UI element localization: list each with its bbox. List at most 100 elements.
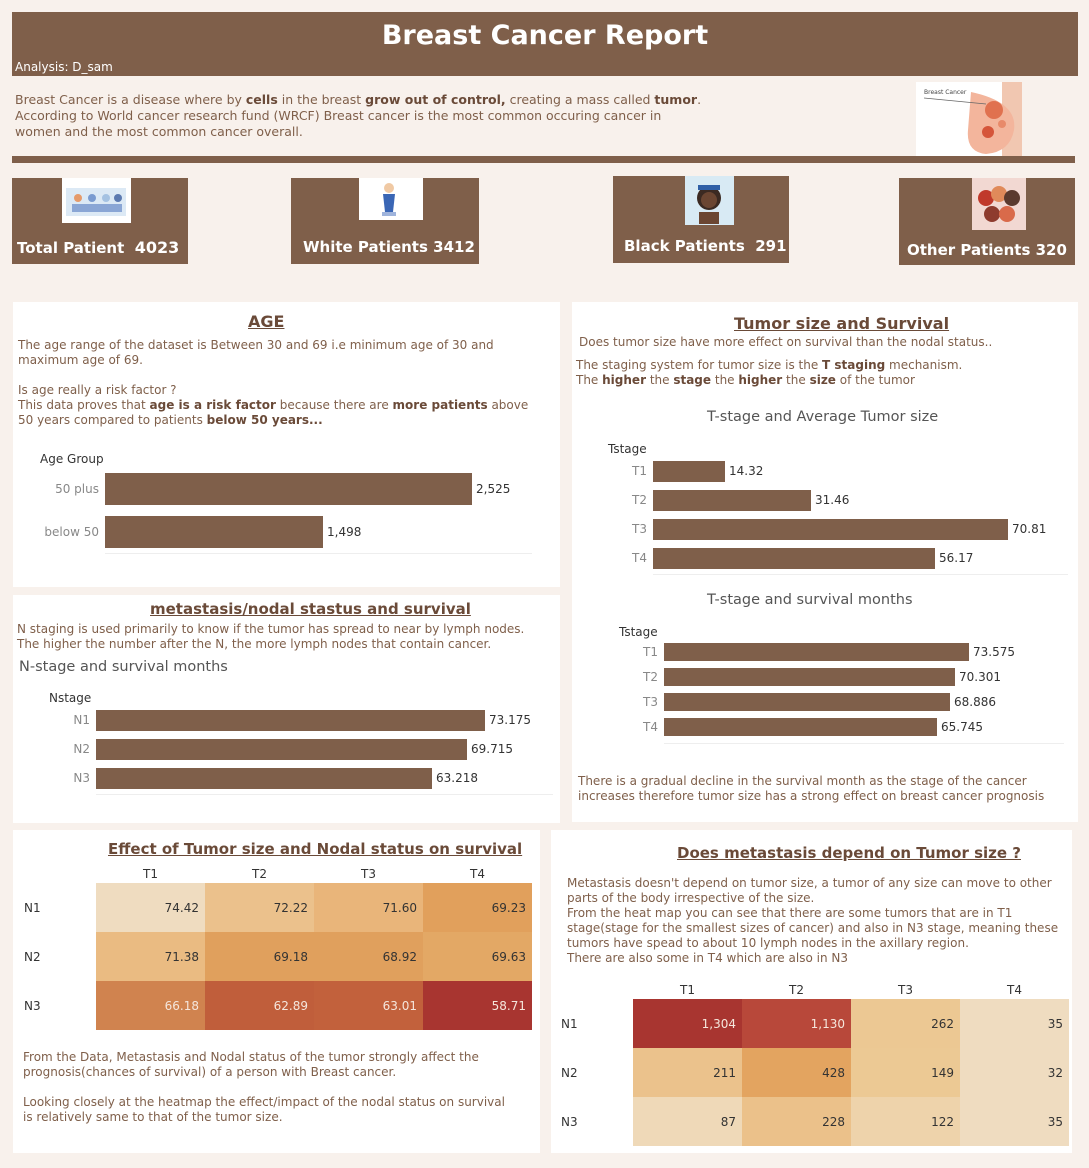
row-header: N2: [553, 1048, 633, 1097]
metastasis-title: metastasis/nodal stastus and survival: [150, 600, 471, 618]
bar: [96, 768, 432, 789]
bar: [664, 718, 937, 736]
col-header: T1: [680, 983, 695, 997]
kpi-total: Total Patient 4023: [12, 178, 188, 264]
tstage-survival-chart-title: T-stage and survival months: [707, 592, 913, 608]
bar-category-label: below 50: [44, 524, 99, 539]
bar-value-label: 56.17: [939, 551, 974, 565]
bar-category-label: 50 plus: [55, 481, 99, 496]
col-header: T3: [361, 867, 376, 881]
bar-value-label: 73.175: [489, 713, 531, 727]
col-header: T2: [252, 867, 267, 881]
tumor-title: Tumor size and Survival: [734, 314, 950, 333]
bar: [105, 473, 472, 505]
row-header: N3: [16, 981, 96, 1030]
hero-caption: Breast Cancer: [924, 89, 967, 96]
bar-value-label: 63.218: [436, 771, 478, 785]
heatmap-cell: 149: [851, 1048, 960, 1097]
bar-value-label: 31.46: [815, 493, 850, 507]
kpi-white-label: White Patients: [303, 238, 428, 256]
heatmap-cell: 66.18: [96, 981, 205, 1030]
heatmap-cell: 62.89: [205, 981, 314, 1030]
breast-illustration: Breast Cancer: [916, 82, 1022, 157]
bar-value-label: 65.745: [941, 719, 983, 734]
tumor-footer-text: There is a gradual decline in the surviv…: [578, 774, 1045, 803]
effect-description: From the Data, Metastasis and Nodal stat…: [23, 1050, 505, 1124]
kpi-white-value: 3412: [433, 238, 475, 256]
heatmap-cell: 69.63: [423, 932, 532, 981]
row-header: N3: [553, 1097, 633, 1146]
heatmap-cell: 68.92: [314, 932, 423, 981]
tumor-description: The staging system for tumor size is the…: [576, 358, 963, 387]
heatmap-cell: 71.38: [96, 932, 205, 981]
age-description: The age range of the dataset is Between …: [18, 338, 529, 427]
heatmap-cell: 1,130: [742, 999, 851, 1048]
patients-group-icon: [62, 178, 131, 223]
axis-baseline: [96, 794, 553, 795]
tstage-size-chart-title: T-stage and Average Tumor size: [707, 409, 939, 425]
bar-category-label: N2: [73, 742, 90, 756]
col-header: T1: [143, 867, 158, 881]
analysis-label: Analysis: D_sam: [15, 60, 113, 74]
bar-category-label: T4: [632, 551, 647, 565]
bar-category-label: N1: [73, 713, 90, 727]
heatmap-cell: 428: [742, 1048, 851, 1097]
bar-value-label: 70.301: [959, 669, 1001, 684]
heatmap-cell: 74.42: [96, 883, 205, 932]
bar: [653, 461, 725, 482]
bar-value-label: 69.715: [471, 742, 513, 756]
heatmap-row: N1 1,304 1,130 262 35: [553, 999, 1069, 1048]
heatmap-cell: 69.23: [423, 883, 532, 932]
kpi-black-value: 291: [755, 237, 787, 255]
depend-heatmap: T1 T2 T3 T4 N1 1,304 1,130 262 35 N2 211 428 149 32 N…: [553, 981, 1069, 1146]
age-title: AGE: [248, 312, 285, 331]
heatmap-row: N2 71.38 69.18 68.92 69.63: [16, 932, 532, 981]
col-header: T2: [789, 983, 804, 997]
bar: [653, 548, 935, 569]
bar: [664, 643, 969, 661]
axis-baseline: [664, 743, 1064, 744]
kpi-total-value: 4023: [134, 238, 180, 257]
intro-text: Breast Cancer is a disease where by cell…: [15, 92, 702, 139]
bar-value-label: 68.886: [954, 694, 996, 709]
bar: [664, 668, 955, 686]
bar-value-label: 14.32: [729, 464, 764, 478]
metastasis-description: N staging is used primarily to know if t…: [17, 622, 525, 651]
bar-value-label: 2,525: [476, 481, 511, 496]
kpi-other-value: 320: [1035, 241, 1067, 259]
effect-panel: Effect of Tumor size and Nodal status on…: [13, 830, 540, 1153]
depend-description: Metastasis doesn't depend on tumor size,…: [567, 876, 1059, 965]
bar-value-label: 1,498: [327, 524, 362, 539]
axis-baseline: [105, 553, 532, 554]
heatmap-cell: 1,304: [633, 999, 742, 1048]
kpi-total-label: Total Patient: [17, 239, 125, 257]
report-title: Breast Cancer Report: [381, 20, 709, 51]
bar: [96, 739, 467, 760]
bar: [653, 490, 811, 511]
bar-value-label: 70.81: [1012, 522, 1047, 536]
bar-value-label: 73.575: [973, 644, 1015, 659]
nstage-axis-label: Nstage: [49, 691, 92, 705]
age-panel: AGE The age range of the dataset is Betw…: [13, 302, 560, 587]
black-patient-icon: [685, 176, 734, 225]
axis-baseline: [653, 574, 1068, 575]
bar-category-label: T2: [632, 493, 647, 507]
header-divider: [12, 156, 1075, 163]
heatmap-cell: 32: [960, 1048, 1069, 1097]
tumor-subtitle: Does tumor size have more effect on surv…: [579, 335, 993, 349]
bar-category-label: N3: [73, 771, 90, 785]
tstage-survival-axis-label: Tstage: [619, 625, 658, 639]
age-axis-label: Age Group: [40, 452, 104, 466]
report-header: Breast Cancer Report Analysis: D_sam: [12, 12, 1078, 76]
heatmap-cell: 211: [633, 1048, 742, 1097]
kpi-black: Black Patients 291: [613, 176, 789, 263]
bar-category-label: T3: [632, 522, 647, 536]
heatmap-cell: 71.60: [314, 883, 423, 932]
heatmap-cell: 35: [960, 1097, 1069, 1146]
other-patients-icon: [972, 178, 1026, 230]
heatmap-row: N1 74.42 72.22 71.60 69.23: [16, 883, 532, 932]
bar-category-label: T3: [643, 694, 658, 709]
nstage-chart-title: N-stage and survival months: [19, 659, 228, 675]
row-header: N1: [553, 999, 633, 1048]
heatmap-cell: 72.22: [205, 883, 314, 932]
